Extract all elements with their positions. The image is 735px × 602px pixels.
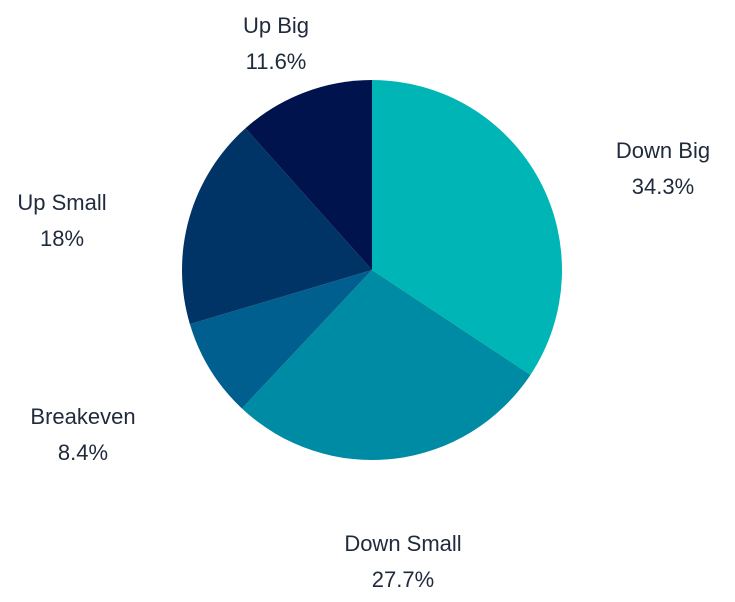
pie-slices <box>182 80 563 460</box>
pie-slice-up-big <box>245 80 372 270</box>
slice-label-breakeven: Breakeven <box>30 404 135 429</box>
slice-value-up-big: 11.6% <box>246 49 307 74</box>
slice-value-down-small: 27.7% <box>372 567 434 592</box>
pie-slice-down-small <box>241 270 531 460</box>
pie-slice-up-small <box>182 128 372 325</box>
slice-value-breakeven: 8.4% <box>58 440 108 465</box>
pie-slice-breakeven <box>189 270 372 409</box>
pie-slice-down-big <box>372 80 563 375</box>
slice-label-down-small: Down Small <box>344 531 461 556</box>
slice-label-up-big: Up Big <box>243 13 309 38</box>
pie-labels: Down Big 34.3% Down Small 27.7% Breakeven 8.4… <box>17 13 710 592</box>
slice-label-down-big: Down Big <box>616 138 710 163</box>
slice-value-down-big: 34.3% <box>632 174 694 199</box>
slice-label-up-small: Up Small <box>17 190 106 215</box>
slice-value-up-small: 18% <box>40 226 84 251</box>
